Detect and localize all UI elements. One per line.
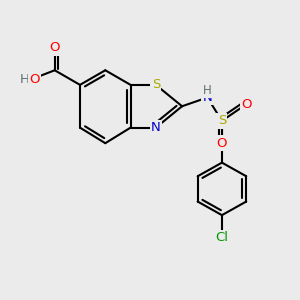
Text: H: H xyxy=(203,85,212,98)
Text: H: H xyxy=(20,74,29,86)
Text: N: N xyxy=(202,91,212,104)
Text: N: N xyxy=(151,121,161,134)
Text: S: S xyxy=(218,114,226,127)
Text: Cl: Cl xyxy=(215,231,228,244)
Text: O: O xyxy=(217,137,227,150)
Text: O: O xyxy=(241,98,251,111)
Text: S: S xyxy=(152,78,160,92)
Text: O: O xyxy=(50,41,60,54)
Text: O: O xyxy=(29,74,40,86)
